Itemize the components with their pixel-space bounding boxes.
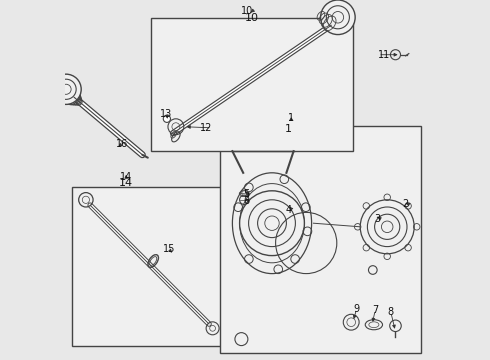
Text: 13: 13 [160,109,172,120]
Circle shape [320,0,355,35]
Text: 14: 14 [119,178,133,188]
Text: 8: 8 [388,307,394,317]
Circle shape [240,191,304,256]
Text: 15: 15 [163,244,175,254]
Text: 6: 6 [244,195,250,206]
Text: 1: 1 [288,113,294,123]
Text: 10: 10 [241,6,253,16]
Text: 12: 12 [199,123,212,133]
Bar [220,126,421,353]
Text: 5: 5 [244,189,250,199]
Text: 11: 11 [378,50,391,60]
Text: 4: 4 [286,204,292,215]
Text: 3: 3 [374,213,380,224]
Circle shape [163,115,171,122]
Text: 14: 14 [120,172,132,182]
Circle shape [51,74,81,104]
Bar [72,187,223,346]
Text: 7: 7 [372,305,378,315]
Text: 10: 10 [245,13,259,23]
Bar [151,18,353,151]
Text: 9: 9 [354,304,360,314]
Circle shape [360,200,414,254]
Text: 2: 2 [403,199,409,210]
Text: 1: 1 [285,124,292,134]
Text: 16: 16 [116,139,128,149]
